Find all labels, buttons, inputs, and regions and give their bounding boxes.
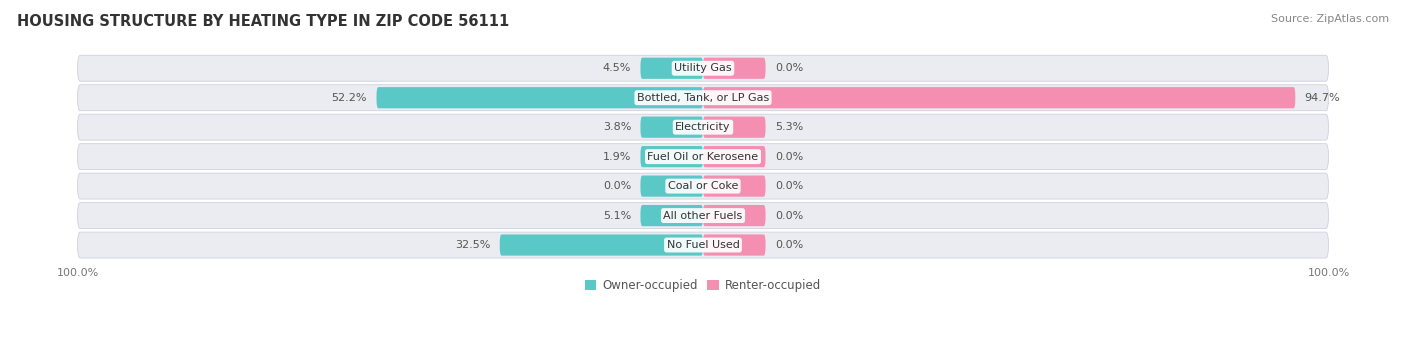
- Text: 0.0%: 0.0%: [775, 63, 803, 73]
- Text: Bottled, Tank, or LP Gas: Bottled, Tank, or LP Gas: [637, 93, 769, 103]
- Text: 32.5%: 32.5%: [456, 240, 491, 250]
- Legend: Owner-occupied, Renter-occupied: Owner-occupied, Renter-occupied: [579, 275, 827, 297]
- FancyBboxPatch shape: [641, 117, 703, 138]
- Text: 0.0%: 0.0%: [775, 240, 803, 250]
- FancyBboxPatch shape: [703, 117, 765, 138]
- Text: 4.5%: 4.5%: [603, 63, 631, 73]
- Text: All other Fuels: All other Fuels: [664, 210, 742, 221]
- FancyBboxPatch shape: [377, 87, 703, 108]
- Text: Utility Gas: Utility Gas: [675, 63, 731, 73]
- FancyBboxPatch shape: [499, 234, 703, 256]
- FancyBboxPatch shape: [641, 205, 703, 226]
- FancyBboxPatch shape: [703, 205, 765, 226]
- FancyBboxPatch shape: [703, 87, 1295, 108]
- Text: Coal or Coke: Coal or Coke: [668, 181, 738, 191]
- FancyBboxPatch shape: [641, 146, 703, 167]
- Text: 52.2%: 52.2%: [332, 93, 367, 103]
- Text: 5.3%: 5.3%: [775, 122, 803, 132]
- Text: 1.9%: 1.9%: [603, 152, 631, 162]
- FancyBboxPatch shape: [641, 58, 703, 79]
- Text: 94.7%: 94.7%: [1305, 93, 1340, 103]
- FancyBboxPatch shape: [703, 234, 765, 256]
- Text: Source: ZipAtlas.com: Source: ZipAtlas.com: [1271, 14, 1389, 24]
- FancyBboxPatch shape: [703, 146, 765, 167]
- FancyBboxPatch shape: [77, 203, 1329, 228]
- FancyBboxPatch shape: [703, 176, 765, 197]
- Text: Electricity: Electricity: [675, 122, 731, 132]
- Text: 0.0%: 0.0%: [603, 181, 631, 191]
- Text: HOUSING STRUCTURE BY HEATING TYPE IN ZIP CODE 56111: HOUSING STRUCTURE BY HEATING TYPE IN ZIP…: [17, 14, 509, 29]
- Text: 5.1%: 5.1%: [603, 210, 631, 221]
- Text: 3.8%: 3.8%: [603, 122, 631, 132]
- FancyBboxPatch shape: [77, 55, 1329, 81]
- Text: Fuel Oil or Kerosene: Fuel Oil or Kerosene: [647, 152, 759, 162]
- FancyBboxPatch shape: [77, 85, 1329, 111]
- FancyBboxPatch shape: [703, 58, 765, 79]
- Text: No Fuel Used: No Fuel Used: [666, 240, 740, 250]
- FancyBboxPatch shape: [77, 144, 1329, 169]
- FancyBboxPatch shape: [77, 173, 1329, 199]
- FancyBboxPatch shape: [77, 114, 1329, 140]
- Text: 0.0%: 0.0%: [775, 152, 803, 162]
- Text: 0.0%: 0.0%: [775, 210, 803, 221]
- FancyBboxPatch shape: [77, 232, 1329, 258]
- FancyBboxPatch shape: [641, 176, 703, 197]
- Text: 0.0%: 0.0%: [775, 181, 803, 191]
